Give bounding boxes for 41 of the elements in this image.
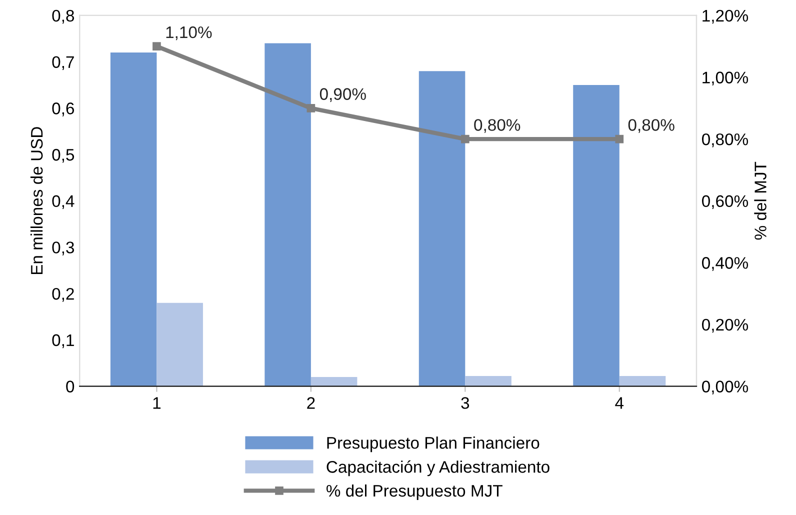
x-tick-label: 3 bbox=[461, 397, 470, 409]
bar bbox=[418, 71, 466, 386]
x-tick-label: 1 bbox=[153, 397, 161, 409]
x-tick-label: 2 bbox=[307, 397, 315, 409]
point bbox=[615, 134, 624, 144]
y-tick-label: 0,3 bbox=[52, 242, 74, 256]
bar bbox=[156, 302, 203, 386]
y-tick-label: 0,2 bbox=[52, 288, 74, 302]
y-tick-label: 0 bbox=[66, 380, 74, 392]
y2-tick-label: 0,60% bbox=[702, 195, 748, 210]
bar bbox=[573, 84, 620, 386]
bar bbox=[264, 43, 311, 386]
data-label: 0,80% bbox=[628, 119, 674, 133]
data-label: 0,90% bbox=[320, 88, 366, 102]
y-tick-label: 0,1 bbox=[52, 334, 74, 348]
y-tick-label: 0,4 bbox=[52, 195, 74, 210]
y2-tick-label: 1,20% bbox=[702, 10, 748, 24]
bar bbox=[619, 376, 666, 386]
y-tick-label: 0,5 bbox=[52, 148, 74, 163]
legend-label: Capacitación y Adiestramiento bbox=[326, 460, 550, 476]
y2-tick-label: 0,20% bbox=[702, 318, 748, 333]
bar bbox=[110, 52, 157, 386]
bar bbox=[465, 376, 512, 386]
y2-axis-title: % del MJT bbox=[754, 162, 766, 240]
y2-tick-label: 0,40% bbox=[702, 257, 748, 271]
y2-tick-label: 0,00% bbox=[702, 380, 748, 394]
legend-label: Presupuesto Plan Financiero bbox=[327, 436, 540, 452]
y-tick-label: 0,7 bbox=[52, 56, 74, 70]
y2-tick-label: 1,00% bbox=[702, 72, 748, 86]
y-tick-label: 0,8 bbox=[52, 10, 74, 24]
x-tick-label: 4 bbox=[615, 397, 624, 409]
point bbox=[306, 104, 316, 112]
point bbox=[152, 42, 161, 51]
y-tick-label: 0,6 bbox=[52, 102, 74, 116]
data-label: 1,10% bbox=[166, 26, 212, 40]
bar bbox=[310, 376, 358, 386]
data-label: 0,80% bbox=[474, 119, 520, 133]
legend-label: % del Presupuesto MJT bbox=[326, 484, 502, 500]
point bbox=[460, 134, 470, 144]
y2-tick-label: 0,80% bbox=[702, 133, 748, 148]
y-axis-title: En millones de USD bbox=[30, 127, 43, 274]
